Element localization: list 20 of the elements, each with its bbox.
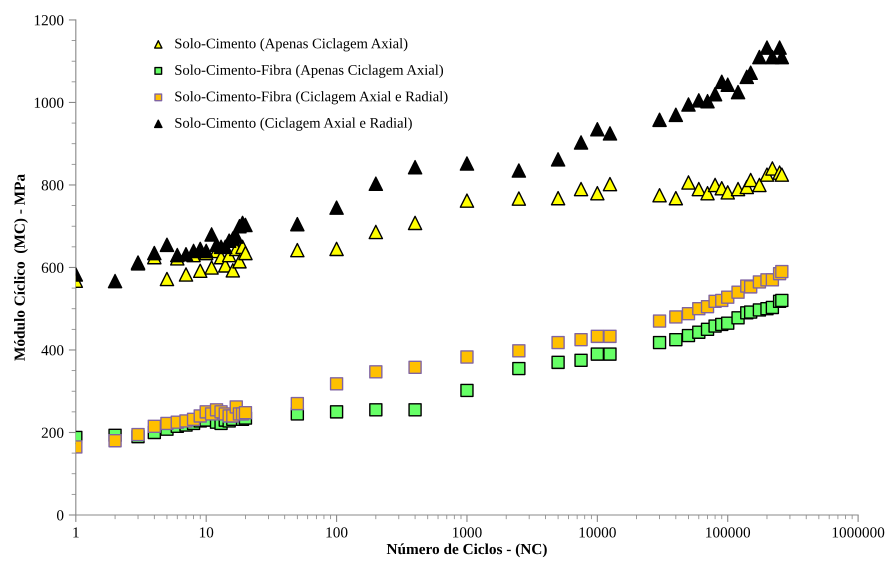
y-axis-title: Módulo Cíclico (MC) - MPa	[14, 174, 28, 361]
legend-label: Solo-Cimento (Ciclagem Axial e Radial)	[175, 118, 412, 131]
legend-label: Solo-Cimento (Apenas Ciclagem Axial)	[175, 38, 408, 52]
legend-label: Solo-Cimento-Fibra (Apenas Ciclagem Axial)	[175, 64, 444, 78]
x-tick-label: 100000	[706, 527, 750, 538]
x-axis-title: Número de Ciclos - (NC)	[386, 543, 547, 558]
y-tick-label: 1000	[34, 98, 64, 108]
x-tick-label: 1000	[453, 527, 482, 538]
x-tick-label: 1000000	[832, 527, 884, 538]
y-tick-label: 800	[42, 180, 64, 190]
y-tick-label: 1200	[34, 15, 64, 26]
x-tick-label: 100	[326, 527, 348, 538]
y-tick-label: 400	[41, 345, 64, 356]
y-tick-label: 600	[42, 262, 64, 273]
y-tick-label: 200	[42, 428, 64, 438]
legend-label: Solo-Cimento-Fibra (Ciclagem Axial e Radial)	[175, 91, 448, 104]
x-tick-label: 10000	[580, 527, 616, 538]
y-tick-label: 0	[56, 510, 64, 520]
x-tick-label: 10	[200, 527, 214, 538]
x-tick-label: 1	[73, 527, 79, 538]
